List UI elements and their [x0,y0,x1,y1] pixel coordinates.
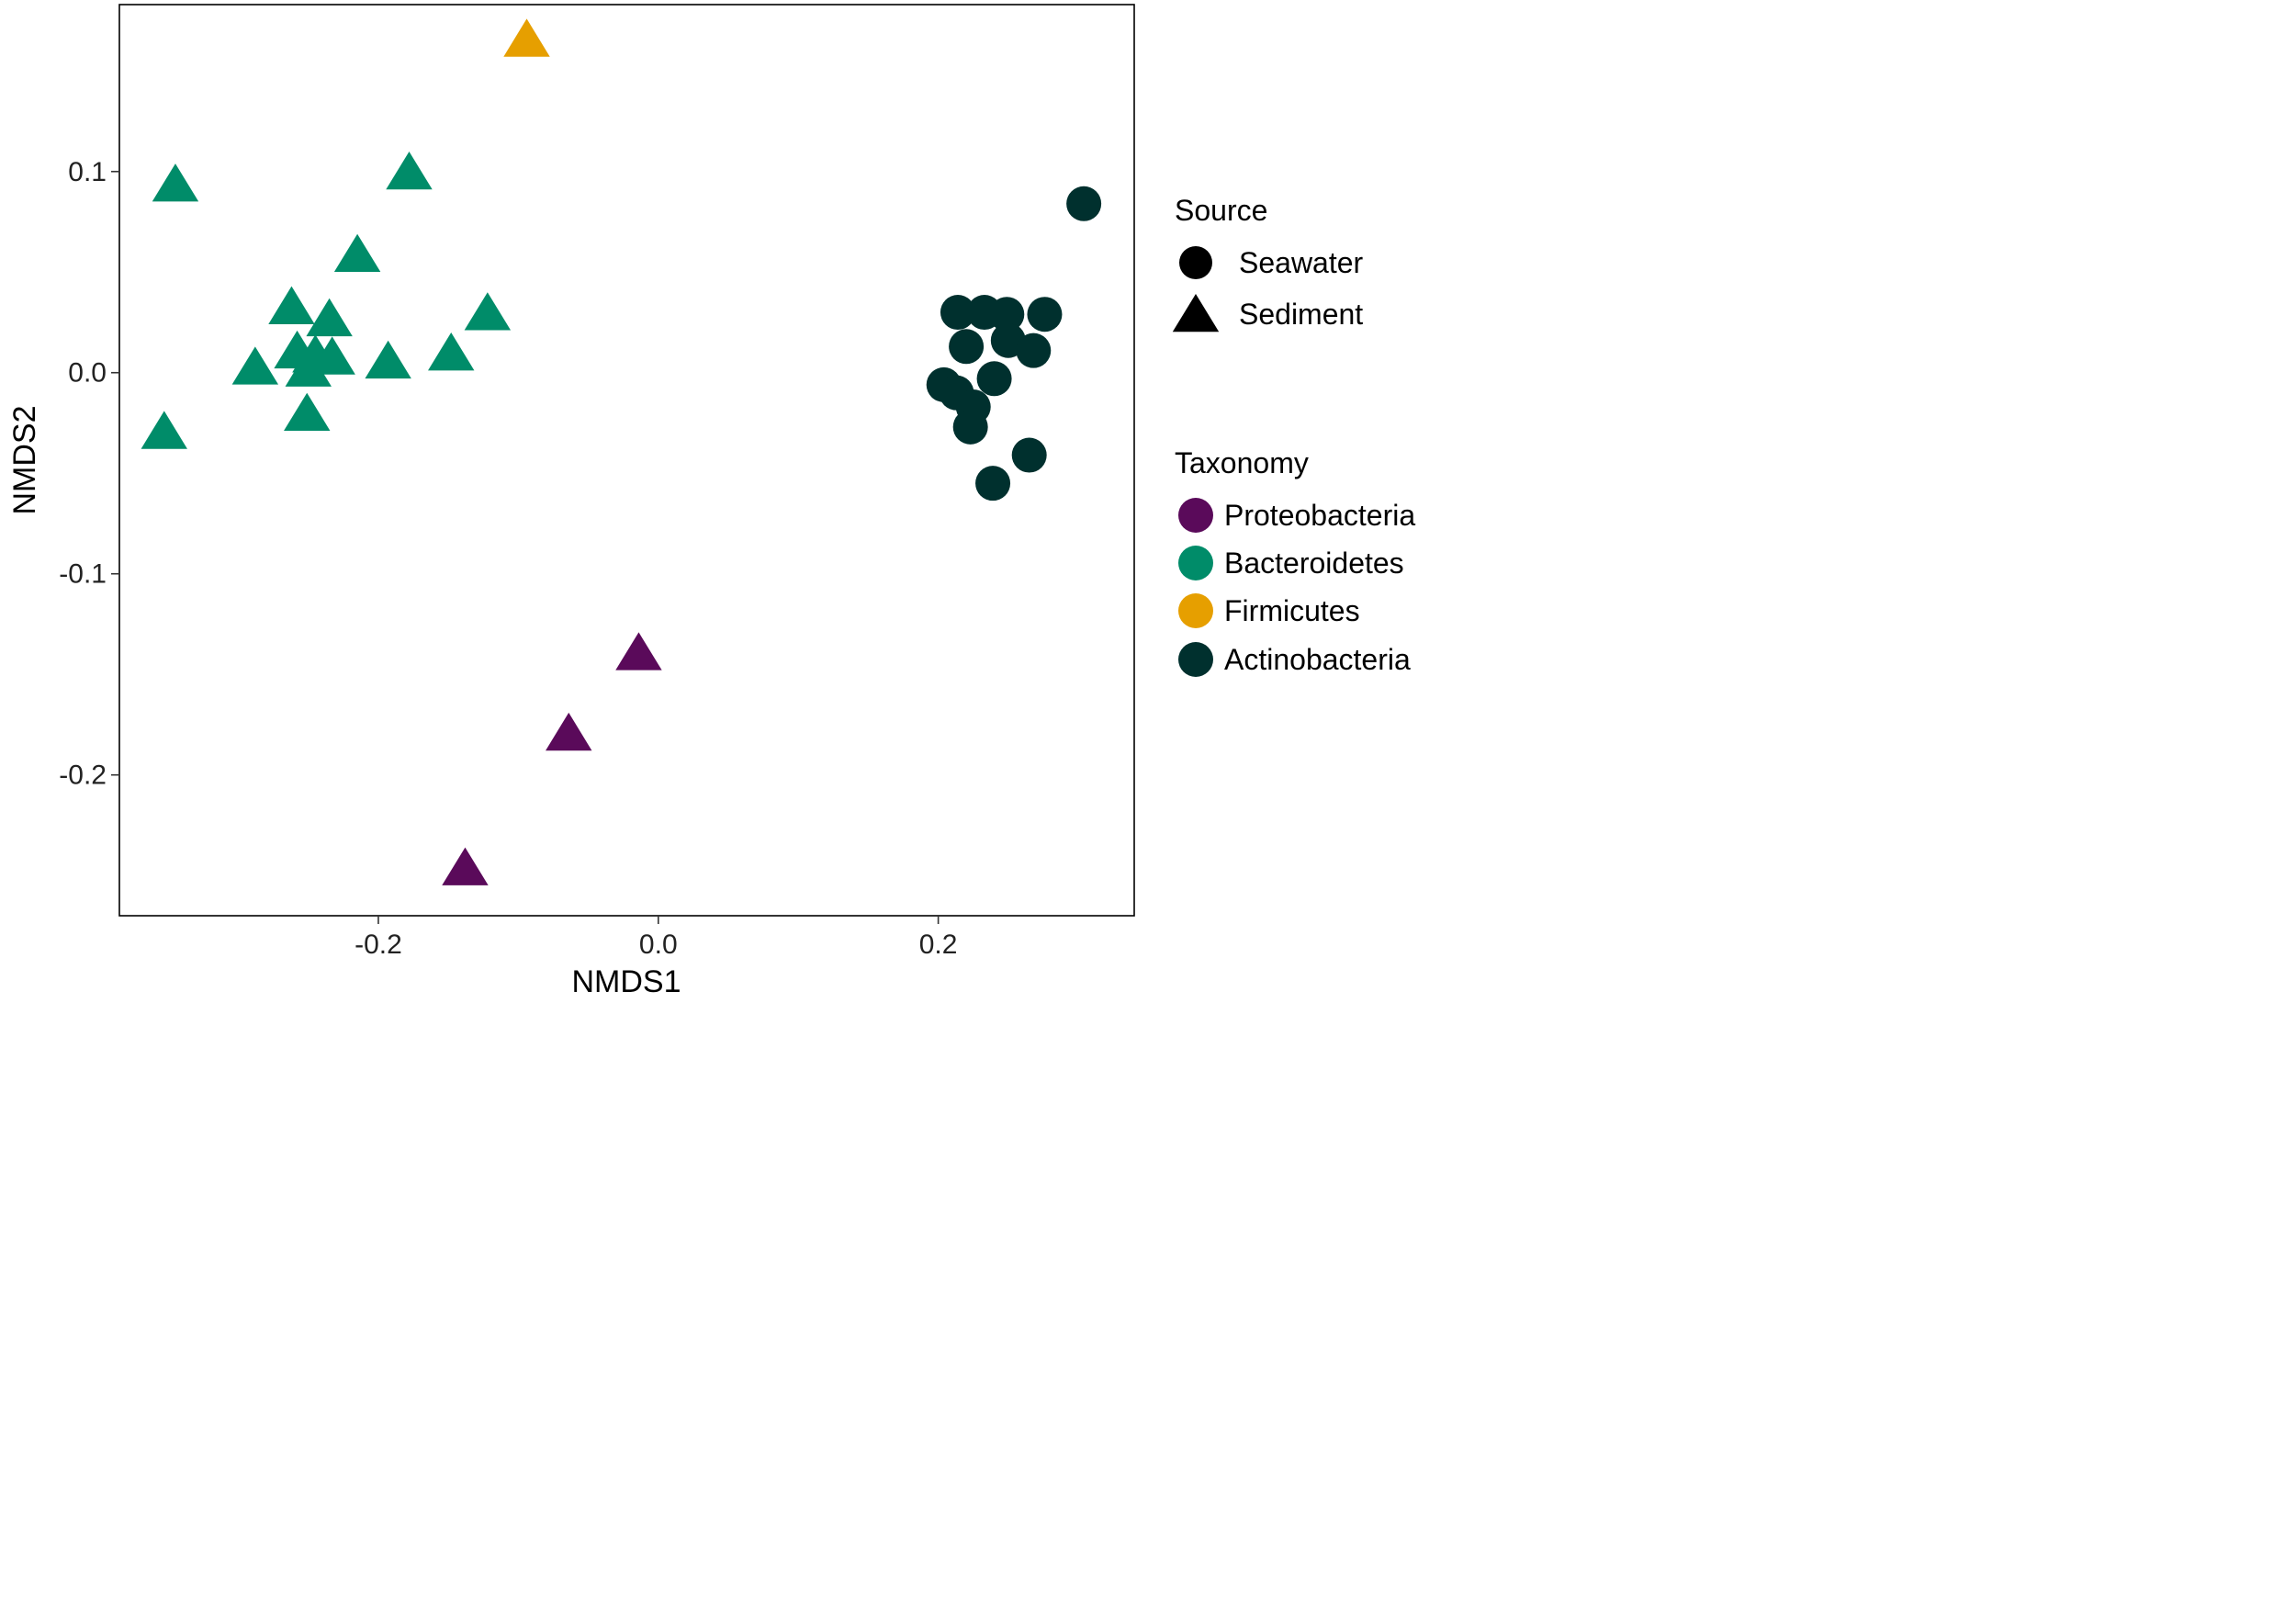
point-bacteroidetes [141,411,187,449]
point-actinobacteria [989,297,1025,332]
point-bacteroidetes [152,163,199,202]
x-tick-label: 0.2 [919,930,958,960]
legend-label-bacteroidetes: Bacteroidetes [1224,546,1404,580]
y-tick-label: -0.1 [59,559,107,590]
plot-panel [118,4,1135,917]
x-tick-label: 0.0 [639,930,678,960]
legend-label-sediment: Sediment [1239,298,1363,331]
legend-key-actinobacteria [1178,642,1213,677]
legend-title-taxonomy: Taxonomy [1175,446,1309,479]
point-bacteroidetes [284,392,331,432]
y-axis-title: NMDS2 [7,405,42,514]
point-proteobacteria [442,847,489,885]
x-axis-title: NMDS1 [571,964,681,999]
point-actinobacteria [976,361,1012,397]
point-bacteroidetes [285,348,332,387]
nmds-scatter-chart: -0.2 0.0 0.2 0.1 0.0 -0.1 -0.2 NMDS1 NMDS2 Sou… [7,4,1415,999]
legend: Source Seawater Sediment Taxonomy Proteobact… [1172,194,1415,677]
point-actinobacteria [940,295,975,331]
point-actinobacteria [952,409,988,445]
data-points [141,18,1102,885]
point-bacteroidetes [464,292,512,331]
legend-label-proteobacteria: Proteobacteria [1224,499,1415,532]
legend-key-proteobacteria [1178,498,1213,533]
point-firmicutes [503,18,550,57]
y-tick-label: 0.1 [68,157,107,187]
legend-title-source: Source [1175,194,1267,227]
point-bacteroidetes [365,340,411,379]
point-bacteroidetes [231,346,279,385]
legend-label-actinobacteria: Actinobacteria [1224,643,1411,676]
legend-label-firmicutes: Firmicutes [1224,594,1360,627]
point-bacteroidetes [309,336,355,375]
point-bacteroidetes [268,286,315,324]
point-actinobacteria [975,466,1011,501]
x-tick-label: -0.2 [355,930,402,960]
axis-ticks: -0.2 0.0 0.2 0.1 0.0 -0.1 -0.2 [59,157,957,960]
legend-key-seawater [1179,246,1212,279]
point-actinobacteria [1011,437,1047,473]
point-bacteroidetes [306,298,353,337]
point-proteobacteria [546,712,592,751]
point-actinobacteria [1016,332,1052,368]
legend-label-seawater: Seawater [1239,246,1364,279]
point-bacteroidetes [386,151,433,190]
legend-key-firmicutes [1178,593,1213,628]
point-bacteroidetes [428,332,475,371]
y-tick-label: -0.2 [59,761,107,791]
legend-key-bacteroidetes [1178,546,1213,580]
point-actinobacteria [949,329,985,365]
point-actinobacteria [1066,186,1102,221]
point-proteobacteria [615,632,662,670]
legend-key-sediment [1172,294,1220,332]
y-tick-label: 0.0 [68,358,107,389]
point-bacteroidetes [333,233,381,273]
point-actinobacteria [1027,297,1063,332]
